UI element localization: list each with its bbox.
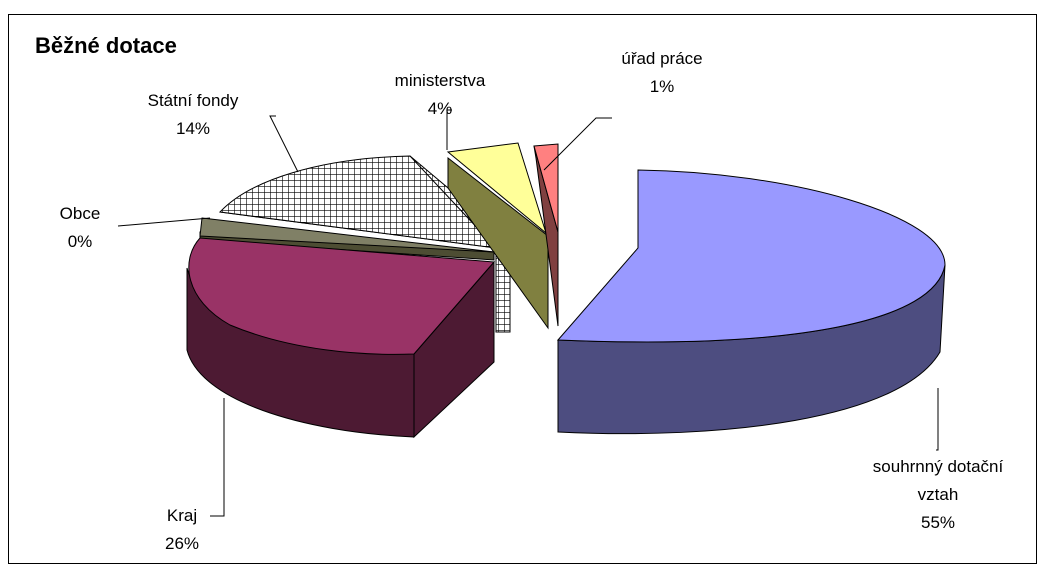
chart-title: Běžné dotace [35, 33, 177, 58]
label-ministerstva-pct: 4% [428, 99, 453, 118]
slice-souhrnny [556, 169, 946, 343]
label-souhrnny-line2: vztah [918, 485, 959, 504]
slice-urad-prace [533, 143, 559, 233]
slice-ministerstva [446, 142, 547, 235]
label-urad-prace-pct: 1% [650, 77, 675, 96]
leader-statni-fondy [269, 115, 299, 173]
label-souhrnny-line1: souhrnný dotační [873, 457, 1004, 476]
label-statni-fondy-pct: 14% [176, 119, 210, 138]
leader-urad-prace [543, 117, 612, 171]
slice-kraj [188, 237, 496, 355]
slice-ministerstva-side [447, 156, 549, 330]
label-obce: Obce [60, 204, 101, 223]
leader-ministerstva [446, 109, 452, 150]
label-obce-pct: 0% [68, 232, 93, 251]
slice-statni-fondy [218, 155, 498, 249]
leader-obce [117, 217, 211, 227]
label-urad-prace: úřad práce [621, 49, 702, 68]
label-kraj-pct: 26% [165, 534, 199, 553]
label-kraj: Kraj [167, 506, 197, 525]
slice-obce [199, 217, 495, 253]
label-statni-fondy: Státní fondy [148, 91, 239, 110]
leader-souhrnny [936, 388, 939, 451]
leader-kraj [210, 398, 225, 517]
label-souhrnny-pct: 55% [921, 513, 955, 532]
label-ministerstva: ministerstva [395, 71, 486, 90]
